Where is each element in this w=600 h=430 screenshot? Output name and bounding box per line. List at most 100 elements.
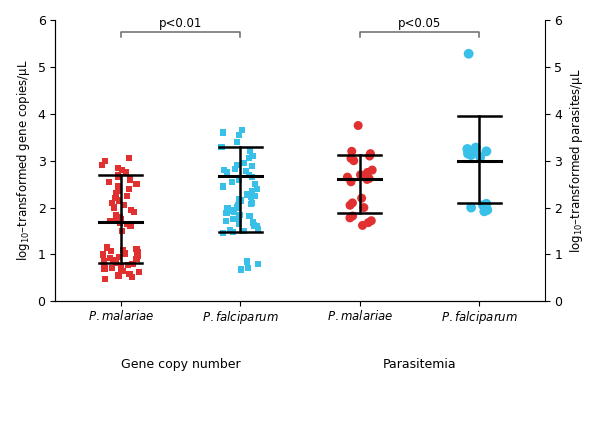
Point: [127, 273, 136, 280]
Point: [345, 202, 355, 209]
Point: [110, 195, 120, 202]
Point: [347, 148, 356, 155]
Point: [127, 206, 136, 213]
Point: [100, 258, 109, 265]
Point: [237, 127, 247, 134]
Point: [133, 252, 142, 259]
Point: [116, 263, 126, 270]
Point: [463, 150, 473, 157]
Point: [230, 166, 239, 172]
Text: Gene copy number: Gene copy number: [121, 358, 241, 371]
Point: [463, 147, 473, 154]
Point: [111, 190, 121, 197]
Point: [125, 185, 134, 192]
Y-axis label: log$_{10}$–transformed parasites/μL: log$_{10}$–transformed parasites/μL: [568, 68, 585, 253]
Point: [117, 167, 127, 174]
Point: [247, 200, 256, 206]
Point: [479, 208, 489, 215]
Point: [229, 208, 238, 215]
Point: [248, 219, 258, 226]
Point: [353, 122, 363, 129]
Point: [482, 148, 491, 155]
Point: [116, 266, 126, 273]
Text: p<0.01: p<0.01: [159, 17, 202, 30]
Point: [471, 144, 481, 151]
Point: [475, 154, 485, 160]
Point: [118, 267, 127, 274]
Point: [482, 200, 491, 207]
Point: [221, 217, 231, 224]
Point: [222, 169, 232, 176]
Point: [133, 249, 143, 255]
Point: [228, 228, 238, 235]
Point: [132, 256, 142, 263]
Point: [98, 251, 107, 258]
Point: [469, 149, 479, 156]
Point: [219, 167, 229, 174]
Point: [218, 129, 228, 136]
Point: [113, 171, 123, 178]
Point: [245, 148, 255, 155]
Point: [365, 150, 375, 157]
Y-axis label: log$_{10}$–transformed gene copies/μL: log$_{10}$–transformed gene copies/μL: [15, 60, 32, 261]
Point: [113, 164, 122, 171]
Point: [235, 211, 245, 218]
Point: [346, 178, 356, 185]
Point: [217, 143, 226, 150]
Point: [107, 264, 117, 271]
Point: [108, 257, 118, 264]
Point: [359, 204, 368, 211]
Point: [250, 192, 260, 199]
Point: [253, 261, 263, 267]
Point: [100, 276, 110, 283]
Point: [365, 153, 374, 160]
Point: [248, 153, 257, 160]
Point: [230, 209, 239, 216]
Point: [114, 272, 124, 279]
Point: [348, 212, 358, 219]
Text: Parasitemia: Parasitemia: [383, 358, 456, 371]
Point: [356, 171, 365, 178]
Point: [358, 222, 367, 229]
Point: [122, 221, 132, 227]
Point: [113, 183, 122, 190]
Point: [239, 227, 248, 234]
Point: [132, 246, 142, 252]
Point: [346, 155, 356, 162]
Point: [107, 200, 117, 206]
Point: [247, 174, 256, 181]
Point: [246, 194, 256, 201]
Point: [97, 162, 107, 169]
Point: [464, 50, 473, 57]
Point: [122, 192, 132, 199]
Point: [246, 200, 256, 207]
Point: [109, 204, 119, 211]
Point: [121, 169, 131, 176]
Point: [478, 202, 488, 209]
Point: [102, 244, 112, 251]
Point: [364, 175, 374, 182]
Point: [115, 253, 124, 260]
Point: [253, 223, 262, 230]
Point: [242, 191, 252, 198]
Point: [244, 171, 253, 178]
Point: [111, 211, 121, 218]
Point: [129, 209, 139, 216]
Point: [466, 204, 476, 211]
Point: [347, 200, 357, 206]
Point: [345, 215, 355, 221]
Point: [234, 132, 244, 138]
Point: [482, 206, 492, 213]
Point: [111, 215, 121, 221]
Point: [113, 174, 123, 181]
Point: [226, 227, 235, 233]
Point: [244, 155, 254, 162]
Point: [245, 212, 254, 219]
Point: [247, 188, 257, 195]
Point: [253, 225, 263, 232]
Point: [123, 261, 133, 268]
Point: [134, 269, 144, 276]
Point: [117, 227, 127, 234]
Point: [232, 204, 242, 211]
Point: [249, 222, 259, 229]
